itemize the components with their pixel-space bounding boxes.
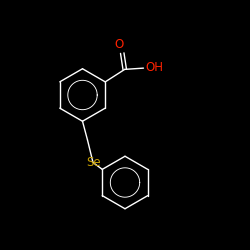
Text: Se: Se (86, 156, 101, 169)
Text: O: O (114, 38, 124, 51)
Text: OH: OH (146, 61, 164, 74)
